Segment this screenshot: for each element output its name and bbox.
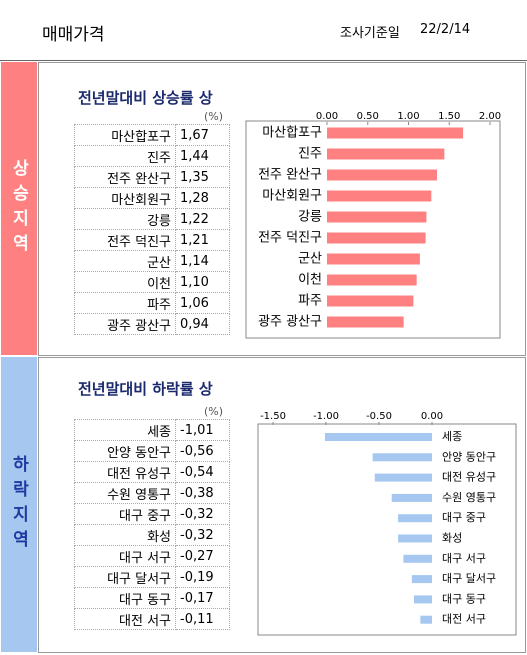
side-label: 상승지역 xyxy=(8,158,29,259)
table-row: 대구 달서구 -0,19 xyxy=(74,566,230,588)
region: 안양 동안구 xyxy=(74,440,176,462)
table-row: 파주 1,06 xyxy=(74,292,230,314)
rate: 1,22 xyxy=(175,208,230,230)
side-band: 하락지역 xyxy=(1,357,37,652)
region: 전주 완산구 xyxy=(74,166,176,188)
region: 강릉 xyxy=(74,208,176,230)
section-title: 전년말대비 상승률 상 xyxy=(78,89,213,107)
region: 대구 동구 xyxy=(74,587,176,609)
side-band: 상승지역 xyxy=(1,62,37,355)
rate: -0,32 xyxy=(175,524,230,546)
rate: -0,17 xyxy=(175,587,230,609)
table-row: 진주 1,44 xyxy=(74,145,230,167)
region: 대구 중구 xyxy=(74,503,176,525)
table-row: 이천 1,10 xyxy=(74,271,230,293)
rate: 1,28 xyxy=(175,187,230,209)
region: 파주 xyxy=(74,292,176,314)
rate: 1,44 xyxy=(175,145,230,167)
region: 화성 xyxy=(74,524,176,546)
rate: 1,67 xyxy=(175,124,230,146)
region: 마산합포구 xyxy=(74,124,176,146)
region: 전주 덕진구 xyxy=(74,229,176,251)
region: 광주 광산구 xyxy=(74,313,176,335)
rate: 1,35 xyxy=(175,166,230,188)
side-label: 하락지역 xyxy=(8,454,29,555)
panel xyxy=(38,357,526,653)
table-row: 화성 -0,32 xyxy=(74,524,230,546)
region: 세종 xyxy=(74,419,176,441)
header-title: 매매가격 xyxy=(42,25,105,45)
rate: -0,38 xyxy=(175,482,230,504)
table-row: 안양 동안구 -0,56 xyxy=(74,440,230,462)
rate: -0,54 xyxy=(175,461,230,483)
table: 세종 -1,01 안양 동안구 -0,56 대전 유성구 -0,54 수원 영통구 -0,38… xyxy=(74,419,230,630)
rate: -0,56 xyxy=(175,440,230,462)
header-rule xyxy=(0,60,527,61)
region: 이천 xyxy=(74,271,176,293)
table-row: 전주 덕진구 1,21 xyxy=(74,229,230,251)
region: 진주 xyxy=(74,145,176,167)
rate: -0,19 xyxy=(175,566,230,588)
table-row: 세종 -1,01 xyxy=(74,419,230,441)
rate: 1,21 xyxy=(175,229,230,251)
table: 마산합포구 1,67 진주 1,44 전주 완산구 1,35 마산회원구 1,28 강릉 1,22… xyxy=(74,124,230,335)
table-row: 전주 완산구 1,35 xyxy=(74,166,230,188)
region: 마산회원구 xyxy=(74,187,176,209)
rate: 0,94 xyxy=(175,313,230,335)
region: 대전 유성구 xyxy=(74,461,176,483)
region: 대구 달서구 xyxy=(74,566,176,588)
region: 수원 영통구 xyxy=(74,482,176,504)
table-row: 군산 1,14 xyxy=(74,250,230,272)
unit: (%) xyxy=(204,110,224,123)
table-row: 대구 서구 -0,27 xyxy=(74,545,230,567)
table-row: 강릉 1,22 xyxy=(74,208,230,230)
rate: 1,14 xyxy=(175,250,230,272)
table-row: 수원 영통구 -0,38 xyxy=(74,482,230,504)
region: 군산 xyxy=(74,250,176,272)
table-row: 광주 광산구 0,94 xyxy=(74,313,230,335)
table-row: 마산합포구 1,67 xyxy=(74,124,230,146)
region: 대구 서구 xyxy=(74,545,176,567)
table-row: 대구 중구 -0,32 xyxy=(74,503,230,525)
rate: -1,01 xyxy=(175,419,230,441)
unit: (%) xyxy=(204,405,224,418)
table-row: 대구 동구 -0,17 xyxy=(74,587,230,609)
table-row: 대전 서구 -0,11 xyxy=(74,608,230,630)
table-row: 대전 유성구 -0,54 xyxy=(74,461,230,483)
section-title: 전년말대비 하락률 상 xyxy=(78,380,213,398)
panel xyxy=(38,62,526,356)
table-row: 마산회원구 1,28 xyxy=(74,187,230,209)
rate: -0,27 xyxy=(175,545,230,567)
region: 대전 서구 xyxy=(74,608,176,630)
date-label: 조사기준일 xyxy=(340,26,400,41)
rate: -0,32 xyxy=(175,503,230,525)
rate: 1,06 xyxy=(175,292,230,314)
rate: -0,11 xyxy=(175,608,230,630)
rate: 1,10 xyxy=(175,271,230,293)
date: 22/2/14 xyxy=(420,22,471,37)
